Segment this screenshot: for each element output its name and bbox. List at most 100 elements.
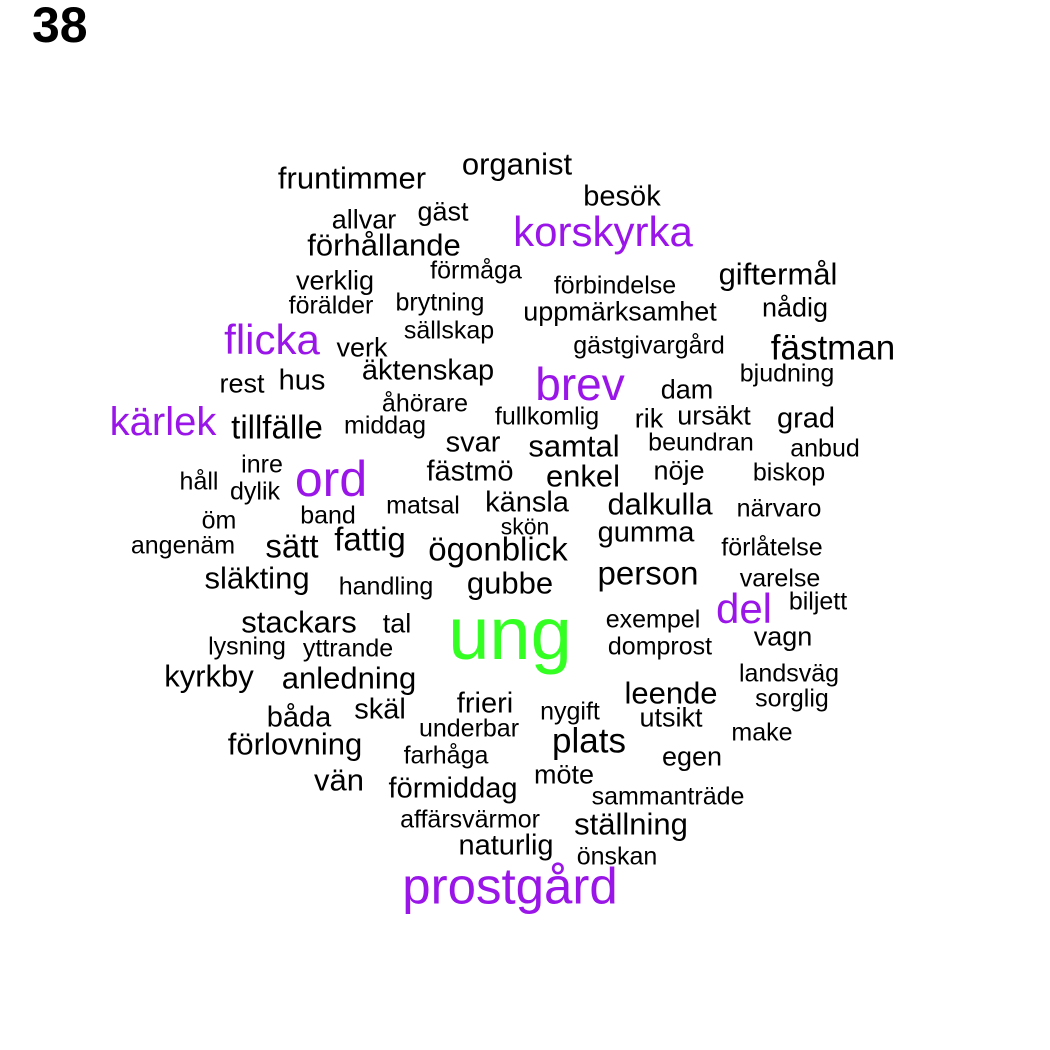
cloud-word: ställning xyxy=(574,806,688,842)
cloud-word: sällskap xyxy=(403,316,495,345)
page-number: 38 xyxy=(32,0,88,53)
cloud-word: verk xyxy=(336,332,388,363)
cloud-word: beundran xyxy=(648,428,754,457)
cloud-word: skön xyxy=(500,513,550,540)
cloud-word: angenäm xyxy=(130,531,236,560)
cloud-word: sorglig xyxy=(755,684,829,713)
cloud-word: gästgivargård xyxy=(573,331,725,360)
cloud-word: uppmärksamhet xyxy=(523,296,717,327)
cloud-word: önskan xyxy=(576,842,658,871)
cloud-word: stackars xyxy=(241,604,357,640)
cloud-word: åhörare xyxy=(381,389,469,418)
cloud-word: öm xyxy=(201,506,237,535)
cloud-word: fästmö xyxy=(426,455,514,488)
cloud-word: samtal xyxy=(528,428,620,464)
cloud-word: förmåga xyxy=(430,256,522,285)
cloud-word: förbindelse xyxy=(553,271,677,300)
cloud-word: dalkulla xyxy=(607,486,713,522)
cloud-word: band xyxy=(300,501,356,530)
cloud-word: utsikt xyxy=(639,702,703,733)
cloud-word: skäl xyxy=(354,693,406,726)
cloud-word: organist xyxy=(461,146,573,182)
cloud-word: vän xyxy=(314,762,364,798)
cloud-word: förmiddag xyxy=(388,772,518,805)
cloud-word: rik xyxy=(634,403,664,434)
cloud-word: biskop xyxy=(752,458,826,487)
cloud-word: båda xyxy=(266,701,332,734)
cloud-word: grad xyxy=(776,402,836,435)
cloud-word: sätt xyxy=(265,527,319,565)
cloud-word: flicka xyxy=(224,316,320,363)
cloud-word: närvaro xyxy=(736,494,822,523)
cloud-word: ursäkt xyxy=(677,400,751,431)
cloud-word: farhåga xyxy=(403,741,489,770)
cloud-word: fattig xyxy=(334,520,406,558)
cloud-word: hus xyxy=(278,364,326,397)
cloud-word: gäst xyxy=(417,196,469,227)
cloud-word: varelse xyxy=(739,564,821,593)
cloud-word: nygift xyxy=(540,697,600,726)
cloud-word: yttrande xyxy=(302,634,394,663)
cloud-word: anbud xyxy=(790,434,860,463)
cloud-word: domprost xyxy=(607,632,713,661)
cloud-word: sammanträde xyxy=(591,782,745,811)
cloud-word: giftermål xyxy=(718,256,838,292)
cloud-word: biljett xyxy=(788,587,848,616)
cloud-word: fruntimmer xyxy=(277,160,427,196)
cloud-word: nöje xyxy=(653,455,705,486)
cloud-word: vagn xyxy=(753,621,813,652)
cloud-word: handling xyxy=(338,572,434,601)
cloud-word: brytning xyxy=(395,288,485,317)
cloud-word: underbar xyxy=(418,714,520,743)
cloud-word: verklig xyxy=(295,265,375,296)
cloud-word: förlåtelse xyxy=(721,533,823,562)
cloud-word: del xyxy=(715,585,773,632)
cloud-word: förhållande xyxy=(307,227,461,263)
cloud-word: förlovning xyxy=(227,726,363,762)
cloud-word: make xyxy=(731,718,793,747)
cloud-word: leende xyxy=(624,675,718,711)
cloud-word: kärlek xyxy=(109,400,217,444)
cloud-word: känsla xyxy=(485,486,569,519)
cloud-word: bjudning xyxy=(739,359,835,388)
cloud-word: tillfälle xyxy=(231,408,323,446)
cloud-word: allvar xyxy=(331,204,397,235)
cloud-word: landsväg xyxy=(738,659,840,688)
cloud-word: svar xyxy=(445,426,501,459)
cloud-word: ord xyxy=(294,451,368,507)
cloud-word: möte xyxy=(533,759,595,790)
cloud-word: släkting xyxy=(204,560,310,596)
cloud-word: naturlig xyxy=(458,829,554,862)
cloud-word: exempel xyxy=(605,605,701,634)
cloud-word: prostgård xyxy=(402,857,618,915)
cloud-word: frieri xyxy=(456,687,514,720)
cloud-word: gubbe xyxy=(466,565,554,601)
cloud-word: besök xyxy=(583,180,661,213)
cloud-word: enkel xyxy=(545,458,621,494)
cloud-word: plats xyxy=(552,721,626,761)
cloud-word: kyrkby xyxy=(164,658,254,694)
cloud-word: fullkomlig xyxy=(494,402,600,431)
cloud-word: matsal xyxy=(386,491,460,520)
cloud-word: rest xyxy=(219,368,265,399)
cloud-word: person xyxy=(597,554,699,592)
cloud-word: äktenskap xyxy=(361,354,495,387)
cloud-word: gumma xyxy=(597,516,695,549)
cloud-word: egen xyxy=(661,741,723,772)
cloud-word: brev xyxy=(535,358,625,410)
cloud-word: nådig xyxy=(761,292,829,323)
cloud-word: anledning xyxy=(281,660,417,696)
cloud-word: förälder xyxy=(288,291,374,320)
cloud-word: middag xyxy=(344,411,426,440)
cloud-word: dam xyxy=(660,374,714,405)
cloud-word: korskyrka xyxy=(513,208,693,255)
cloud-word: affärsvärmor xyxy=(400,805,540,834)
cloud-word: ung xyxy=(448,592,572,675)
cloud-word: tal xyxy=(382,608,412,639)
cloud-word: fästman xyxy=(770,328,896,368)
cloud-word: inre xyxy=(241,450,283,479)
cloud-word: ögonblick xyxy=(428,530,568,568)
cloud-word: håll xyxy=(179,467,219,496)
cloud-word: dylik xyxy=(229,477,281,506)
